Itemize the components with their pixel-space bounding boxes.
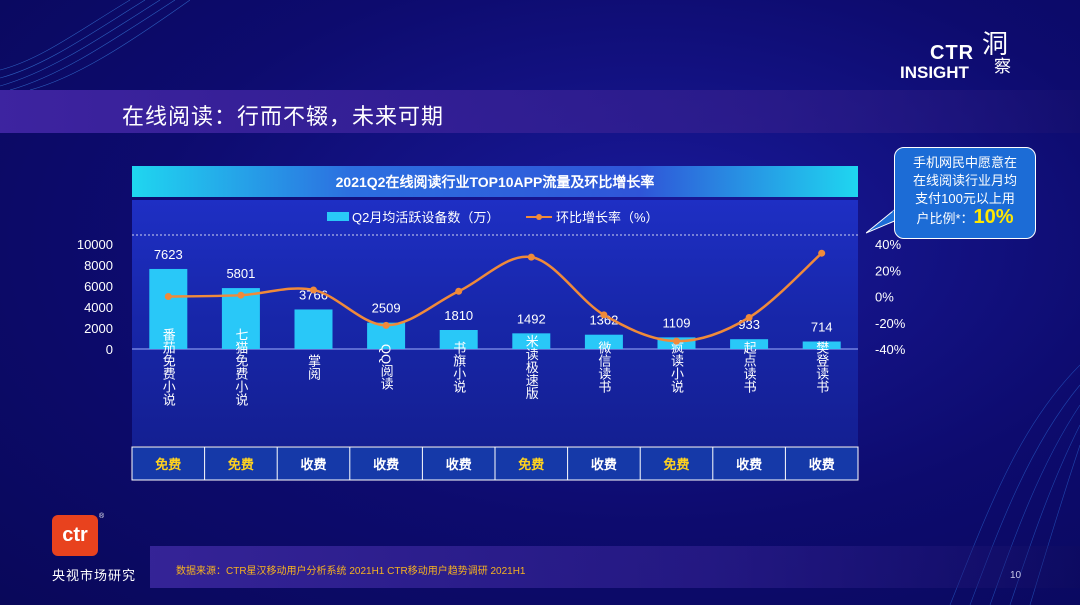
bar (149, 268, 188, 349)
growth-rate-point (673, 337, 680, 345)
corner-wave-decoration (0, 0, 190, 90)
y-right-tick-label: -40% (875, 342, 906, 357)
legend-bar-label: Q2月均活跃设备数（万） (352, 210, 499, 225)
bar-value-label: 1362 (589, 313, 618, 328)
growth-rate-point (527, 253, 535, 261)
x-category-label: 番茄免费小说 (161, 328, 176, 407)
growth-rate-point (745, 314, 753, 321)
ctr-logo: ctr (52, 515, 98, 556)
x-category-label: 微信读书 (596, 341, 611, 394)
fee-type-label: 收费 (591, 457, 617, 472)
title-band (0, 90, 1080, 133)
bar-value-label: 714 (811, 320, 833, 335)
growth-rate-point (310, 286, 317, 294)
source-band (150, 546, 1080, 588)
callout-line: 支付100元以上用 (915, 191, 1015, 206)
legend-bar-swatch (327, 212, 349, 221)
fee-type-label: 收费 (300, 457, 326, 472)
registered-mark: ® (99, 513, 105, 520)
logo-insight-text: INSIGHT (900, 63, 969, 82)
y-right-tick-label: 40% (875, 237, 901, 252)
chart-title: 2021Q2在线阅读行业TOP10APP流量及环比增长率 (335, 173, 655, 190)
logo-cha-char: 察 (994, 57, 1011, 77)
y-right-tick-label: 20% (875, 263, 901, 278)
bar-value-label: 1492 (517, 311, 546, 326)
legend-line-label: 环比增长率（%） (556, 210, 659, 225)
bar-value-label: 2509 (372, 301, 401, 316)
fee-type-label: 收费 (736, 457, 762, 472)
callout-box: 手机网民中愿意在 在线阅读行业月均 支付100元以上用 户比例*：10% (894, 147, 1036, 239)
bar (439, 329, 478, 349)
legend-line-marker (536, 214, 542, 220)
y-left-tick-label: 8000 (84, 258, 113, 273)
bar (294, 309, 333, 349)
company-name: 央视市场研究 (52, 569, 137, 584)
callout-line: 在线阅读行业月均 (912, 173, 1017, 188)
x-category-label: 掌阅 (306, 354, 321, 380)
page-number: 10 (1010, 570, 1022, 581)
y-left-tick-label: 4000 (84, 300, 113, 315)
fee-type-label: 收费 (809, 457, 835, 472)
growth-rate-point (600, 311, 608, 319)
bar-value-label: 5801 (226, 266, 255, 281)
page-title: 在线阅读：行而不辍，未来可期 (122, 104, 445, 129)
x-category-label: 七猫免费小说 (233, 328, 248, 407)
bar-value-label: 7623 (154, 247, 183, 262)
bar (584, 334, 623, 349)
bar-value-label: 1810 (444, 308, 473, 323)
callout-line: 户比例*：10% (905, 206, 1025, 228)
fee-type-label: 收费 (373, 457, 399, 472)
growth-rate-point (455, 287, 463, 295)
y-right-tick-label: 0% (875, 290, 894, 305)
growth-rate-point (818, 249, 826, 257)
growth-rate-point (237, 291, 245, 299)
bar (802, 341, 841, 349)
y-left-tick-label: 0 (106, 342, 113, 357)
y-left-tick-label: 6000 (84, 279, 113, 294)
x-category-label: 起点读书 (742, 341, 757, 394)
fee-type-label: 免费 (155, 457, 181, 472)
bar (512, 333, 551, 349)
callout-line: 手机网民中愿意在 (912, 155, 1017, 170)
ctr-insight-logo: CTR INSIGHT 洞 察 (896, 28, 1036, 88)
logo-dong-char: 洞 (982, 30, 1009, 60)
ctr-logo-text: ctr (62, 524, 88, 546)
y-left-tick-label: 2000 (84, 321, 113, 336)
data-source: 数据来源：CTR星汉移动用户分析系统 2021H1 CTR移动用户趋势调研 20… (176, 566, 526, 577)
x-category-label: 疯读小说 (669, 340, 684, 394)
y-left-tick-label: 10000 (77, 237, 113, 252)
growth-rate-point (382, 321, 390, 329)
bar (730, 339, 769, 349)
growth-rate-line (168, 252, 823, 343)
callout-value: 10% (973, 206, 1014, 228)
bar-value-label: 1109 (663, 315, 691, 330)
y-right-tick-label: -20% (875, 316, 906, 331)
x-category-label: 书旗小说 (451, 341, 466, 394)
logo-ctr-text: CTR (930, 42, 975, 64)
fee-type-label: 收费 (446, 457, 472, 472)
fee-type-label: 免费 (518, 457, 544, 472)
x-category-label: 樊登读书 (814, 341, 829, 394)
chart-title-bar: 2021Q2在线阅读行业TOP10APP流量及环比增长率 (132, 166, 858, 197)
x-category-label: QQ阅读 (379, 344, 394, 391)
fee-type-label: 免费 (663, 457, 689, 472)
growth-rate-point (164, 293, 172, 300)
x-category-label: 米读极速版 (524, 335, 539, 401)
fee-type-label: 免费 (228, 457, 254, 472)
callout-prefix: 户比例*： (916, 211, 974, 226)
